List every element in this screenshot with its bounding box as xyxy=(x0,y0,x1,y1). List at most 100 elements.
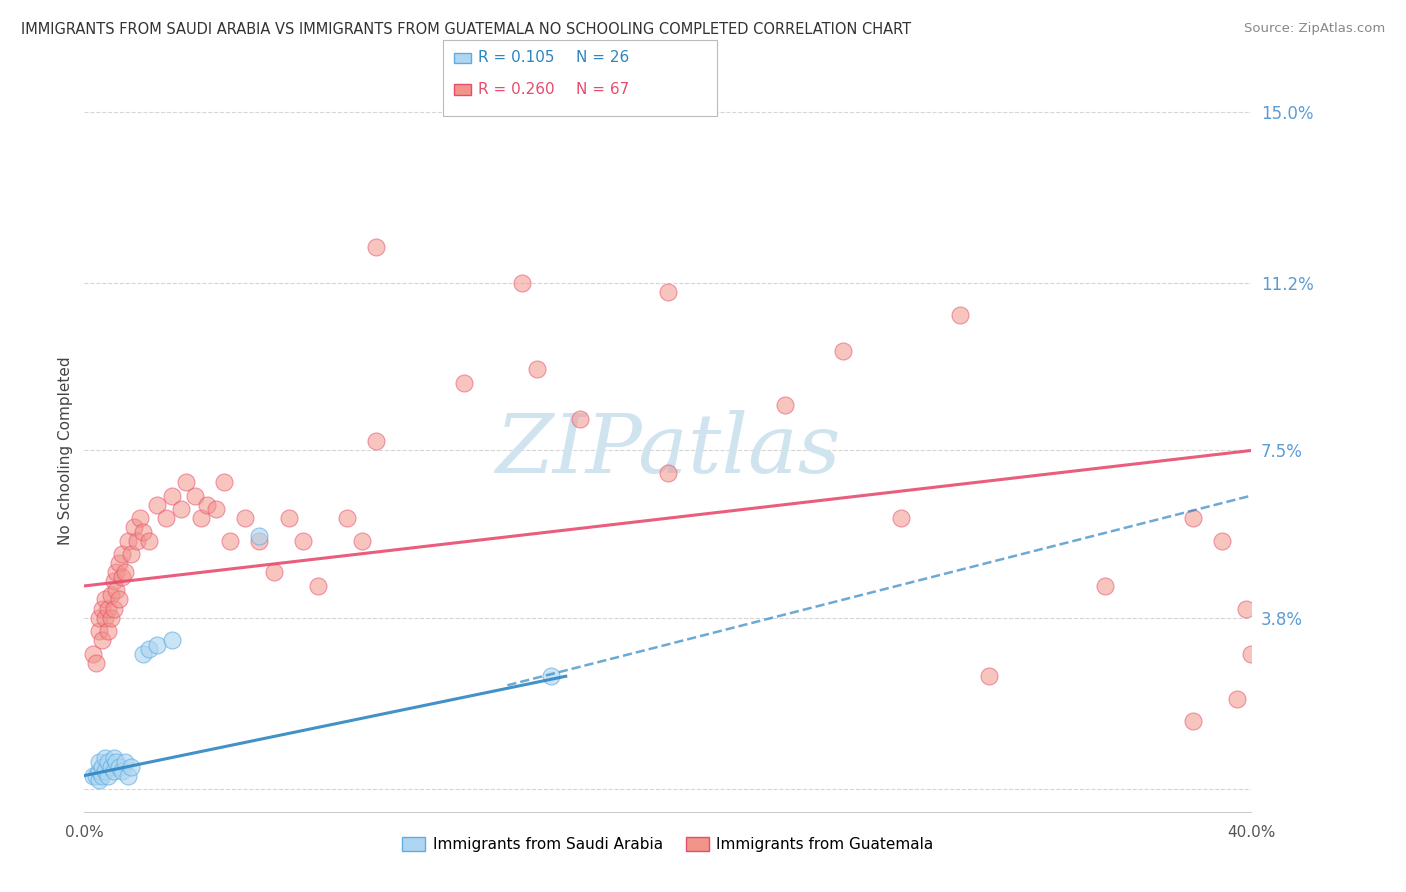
Point xyxy=(105,566,128,580)
Point xyxy=(453,376,475,390)
Point xyxy=(82,769,104,783)
Point xyxy=(97,755,120,769)
Text: N = 67: N = 67 xyxy=(576,82,630,96)
Point xyxy=(366,434,388,449)
Point xyxy=(114,755,136,769)
Point xyxy=(249,533,271,548)
Point xyxy=(176,475,198,489)
Point xyxy=(125,533,148,548)
Text: ZIPatlas: ZIPatlas xyxy=(495,410,841,491)
Point xyxy=(249,529,271,543)
Point xyxy=(120,759,142,773)
Point xyxy=(336,511,359,525)
Point xyxy=(657,285,679,300)
Point xyxy=(160,489,183,503)
Point xyxy=(97,624,120,639)
Point xyxy=(90,601,112,615)
Point xyxy=(219,533,242,548)
Text: R = 0.260: R = 0.260 xyxy=(478,82,554,96)
Point xyxy=(832,344,855,359)
Point xyxy=(111,764,134,778)
Point xyxy=(155,511,177,525)
Point xyxy=(169,502,191,516)
Point xyxy=(350,533,373,548)
Point xyxy=(132,647,155,661)
Point xyxy=(204,502,226,516)
Point xyxy=(540,669,562,683)
Point xyxy=(195,498,218,512)
Point xyxy=(292,533,315,548)
Point xyxy=(122,520,145,534)
Point xyxy=(94,750,117,764)
Point xyxy=(97,601,120,615)
Point xyxy=(97,769,120,783)
Point xyxy=(1211,533,1233,548)
Point xyxy=(87,610,110,624)
Point xyxy=(103,601,125,615)
Point xyxy=(510,277,533,291)
Point xyxy=(82,647,104,661)
Point xyxy=(128,511,150,525)
Point xyxy=(90,759,112,773)
Point xyxy=(108,592,131,607)
Point xyxy=(773,398,796,412)
Text: R = 0.105: R = 0.105 xyxy=(478,51,554,65)
Point xyxy=(132,524,155,539)
Point xyxy=(103,764,125,778)
Point xyxy=(890,511,912,525)
Legend: Immigrants from Saudi Arabia, Immigrants from Guatemala: Immigrants from Saudi Arabia, Immigrants… xyxy=(396,831,939,858)
Point xyxy=(94,592,117,607)
Point xyxy=(84,769,107,783)
Point xyxy=(94,764,117,778)
Point xyxy=(105,755,128,769)
Point xyxy=(108,759,131,773)
Point xyxy=(1182,511,1205,525)
Point xyxy=(103,750,125,764)
Point xyxy=(117,769,139,783)
Point xyxy=(657,466,679,480)
Point xyxy=(190,511,212,525)
Point xyxy=(84,656,107,670)
Point xyxy=(87,773,110,788)
Point xyxy=(117,533,139,548)
Text: Source: ZipAtlas.com: Source: ZipAtlas.com xyxy=(1244,22,1385,36)
Point xyxy=(138,642,160,657)
Point xyxy=(263,566,285,580)
Point xyxy=(114,566,136,580)
Y-axis label: No Schooling Completed: No Schooling Completed xyxy=(58,356,73,545)
Point xyxy=(1182,714,1205,729)
Point xyxy=(977,669,1000,683)
Point xyxy=(146,638,169,652)
Point xyxy=(1094,579,1116,593)
Point xyxy=(94,610,117,624)
Point xyxy=(100,759,122,773)
Point xyxy=(100,588,122,602)
Point xyxy=(307,579,329,593)
Point xyxy=(214,475,236,489)
Point xyxy=(120,547,142,561)
Point xyxy=(526,362,548,376)
Point xyxy=(111,547,134,561)
Point xyxy=(87,624,110,639)
Point xyxy=(146,498,169,512)
Point xyxy=(569,412,592,426)
Point xyxy=(87,764,110,778)
Point xyxy=(160,633,183,648)
Point xyxy=(1226,691,1249,706)
Point xyxy=(87,755,110,769)
Point xyxy=(103,574,125,589)
Point xyxy=(105,583,128,598)
Point xyxy=(90,769,112,783)
Point xyxy=(111,570,134,584)
Point xyxy=(184,489,207,503)
Point xyxy=(1234,601,1257,615)
Point xyxy=(138,533,160,548)
Point xyxy=(949,308,972,322)
Point xyxy=(277,511,299,525)
Point xyxy=(108,557,131,571)
Point xyxy=(90,633,112,648)
Point xyxy=(100,610,122,624)
Point xyxy=(1240,647,1263,661)
Point xyxy=(233,511,256,525)
Text: N = 26: N = 26 xyxy=(576,51,630,65)
